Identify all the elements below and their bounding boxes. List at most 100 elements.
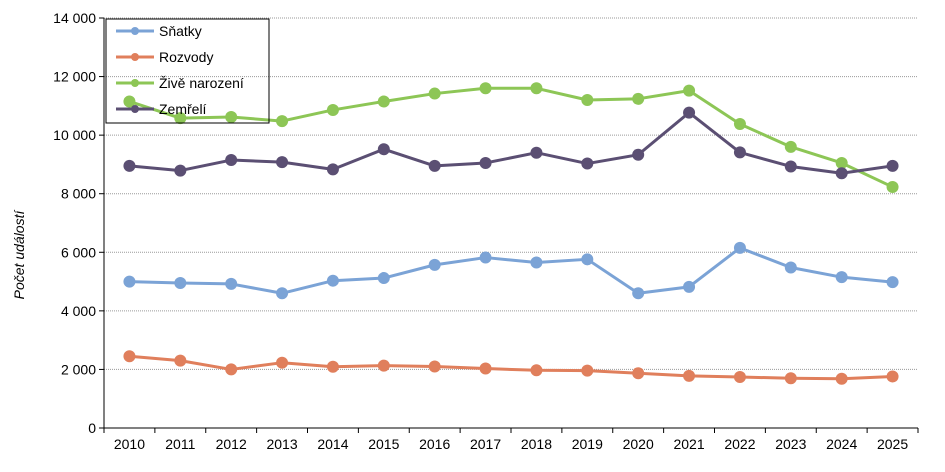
series-1-point [530, 256, 543, 269]
legend-label: Sňatky [159, 23, 202, 39]
series-1-point [377, 272, 390, 285]
x-tick-label: 2018 [521, 436, 552, 452]
x-tick-label: 2019 [572, 436, 603, 452]
x-tick-label: 2011 [165, 436, 195, 452]
series-4 [123, 106, 899, 180]
series-3-point [581, 94, 594, 106]
y-tick-label: 0 [88, 420, 96, 436]
series-2-point [174, 354, 187, 367]
x-tick-label: 2022 [724, 436, 755, 452]
legend: Sňatky Rozvody Živě narození Zemřelí [105, 18, 270, 124]
series-3-point [835, 156, 848, 169]
x-tick-label: 2023 [775, 436, 806, 452]
series-1-point [428, 258, 441, 271]
series-2-point [632, 367, 645, 380]
x-axis-ticks: 2010 2011 2012 2013 2014 2015 2016 2017 2018 2019… [103, 428, 919, 452]
series-group [123, 82, 899, 385]
series-3-point [632, 92, 645, 105]
series-1-point [886, 276, 899, 289]
x-tick-label: 2013 [266, 436, 297, 452]
plot-area [104, 18, 918, 428]
y-axis-ticks: 0 2 000 4 000 6 000 8 000 10 000 12 000 14 000 [53, 10, 104, 436]
legend-swatch-marker [131, 105, 139, 113]
series-3-point [377, 95, 390, 108]
legend-entry: Sňatky [116, 23, 202, 39]
series-4-point [632, 148, 645, 161]
series-2-point [886, 370, 899, 383]
series-4-point [479, 156, 492, 169]
series-2-point [683, 369, 696, 382]
series-4-point [225, 154, 238, 167]
series-4-point [886, 159, 899, 172]
legend-swatch-marker [131, 79, 139, 87]
series-2-point [784, 372, 797, 385]
series-4-point [784, 160, 797, 173]
series-3-point [123, 95, 136, 108]
series-2-point [581, 364, 594, 377]
legend-swatch-marker [131, 27, 139, 35]
legend-entry: Zemřelí [116, 101, 207, 117]
y-tick-label: 4 000 [61, 303, 96, 319]
legend-label: Zemřelí [159, 101, 207, 117]
series-1-point [835, 271, 848, 284]
series-4-point [326, 163, 339, 176]
x-tick-label: 2020 [623, 436, 654, 452]
series-1 [123, 241, 899, 300]
legend-entry: Rozvody [116, 49, 213, 65]
series-3-point [479, 82, 492, 95]
series-1-point [683, 280, 696, 293]
y-tick-label: 8 000 [61, 186, 96, 202]
series-1-line [129, 246, 893, 295]
x-tick-label: 2017 [470, 436, 501, 452]
y-tick-label: 12 000 [53, 69, 96, 85]
series-2-point [530, 364, 543, 377]
series-4-point [377, 143, 390, 156]
series-1-point [123, 275, 136, 288]
series-1-point [632, 287, 645, 300]
series-4-point [530, 146, 543, 159]
series-2-point [428, 360, 441, 373]
series-1-point [225, 277, 238, 290]
series-4-point [835, 167, 848, 180]
x-tick-label: 2014 [317, 436, 348, 452]
series-3-point [428, 87, 441, 100]
series-4-point [733, 146, 746, 159]
x-tick-label: 2016 [419, 436, 450, 452]
legend-label: Živě narození [159, 75, 244, 91]
y-tick-label: 10 000 [53, 127, 96, 143]
series-1-point [276, 287, 289, 300]
series-2-point [276, 356, 289, 369]
legend-label: Rozvody [159, 49, 213, 65]
series-4-point [683, 106, 696, 119]
series-2-point [733, 371, 746, 384]
y-tick-label: 14 000 [53, 10, 96, 26]
series-3-point [683, 84, 696, 97]
series-1-point [733, 241, 746, 254]
series-4-point [581, 157, 594, 170]
series-4-point [276, 156, 289, 169]
series-4-point [174, 164, 187, 177]
series-1-point [326, 274, 339, 287]
series-1-point [174, 277, 187, 290]
series-3-point [886, 180, 899, 193]
x-tick-label: 2010 [114, 436, 145, 452]
series-3-point [276, 115, 289, 128]
x-tick-label: 2012 [216, 436, 247, 452]
series-2-point [377, 359, 390, 372]
series-2-line [129, 354, 893, 381]
series-2-point [479, 362, 492, 375]
series-4-line [129, 111, 893, 175]
gridlines [104, 17, 918, 428]
y-tick-label: 6 000 [61, 244, 96, 260]
series-2-point [326, 360, 339, 373]
x-tick-label: 2024 [826, 436, 857, 452]
series-2-point [835, 372, 848, 385]
series-4-point [123, 159, 136, 172]
series-1-point [479, 251, 492, 264]
y-axis-label: Počet událostí [11, 209, 27, 300]
series-3-line [128, 86, 894, 189]
series-2-point [225, 363, 238, 376]
series-1-point [581, 253, 594, 266]
series-3-point [174, 112, 187, 125]
